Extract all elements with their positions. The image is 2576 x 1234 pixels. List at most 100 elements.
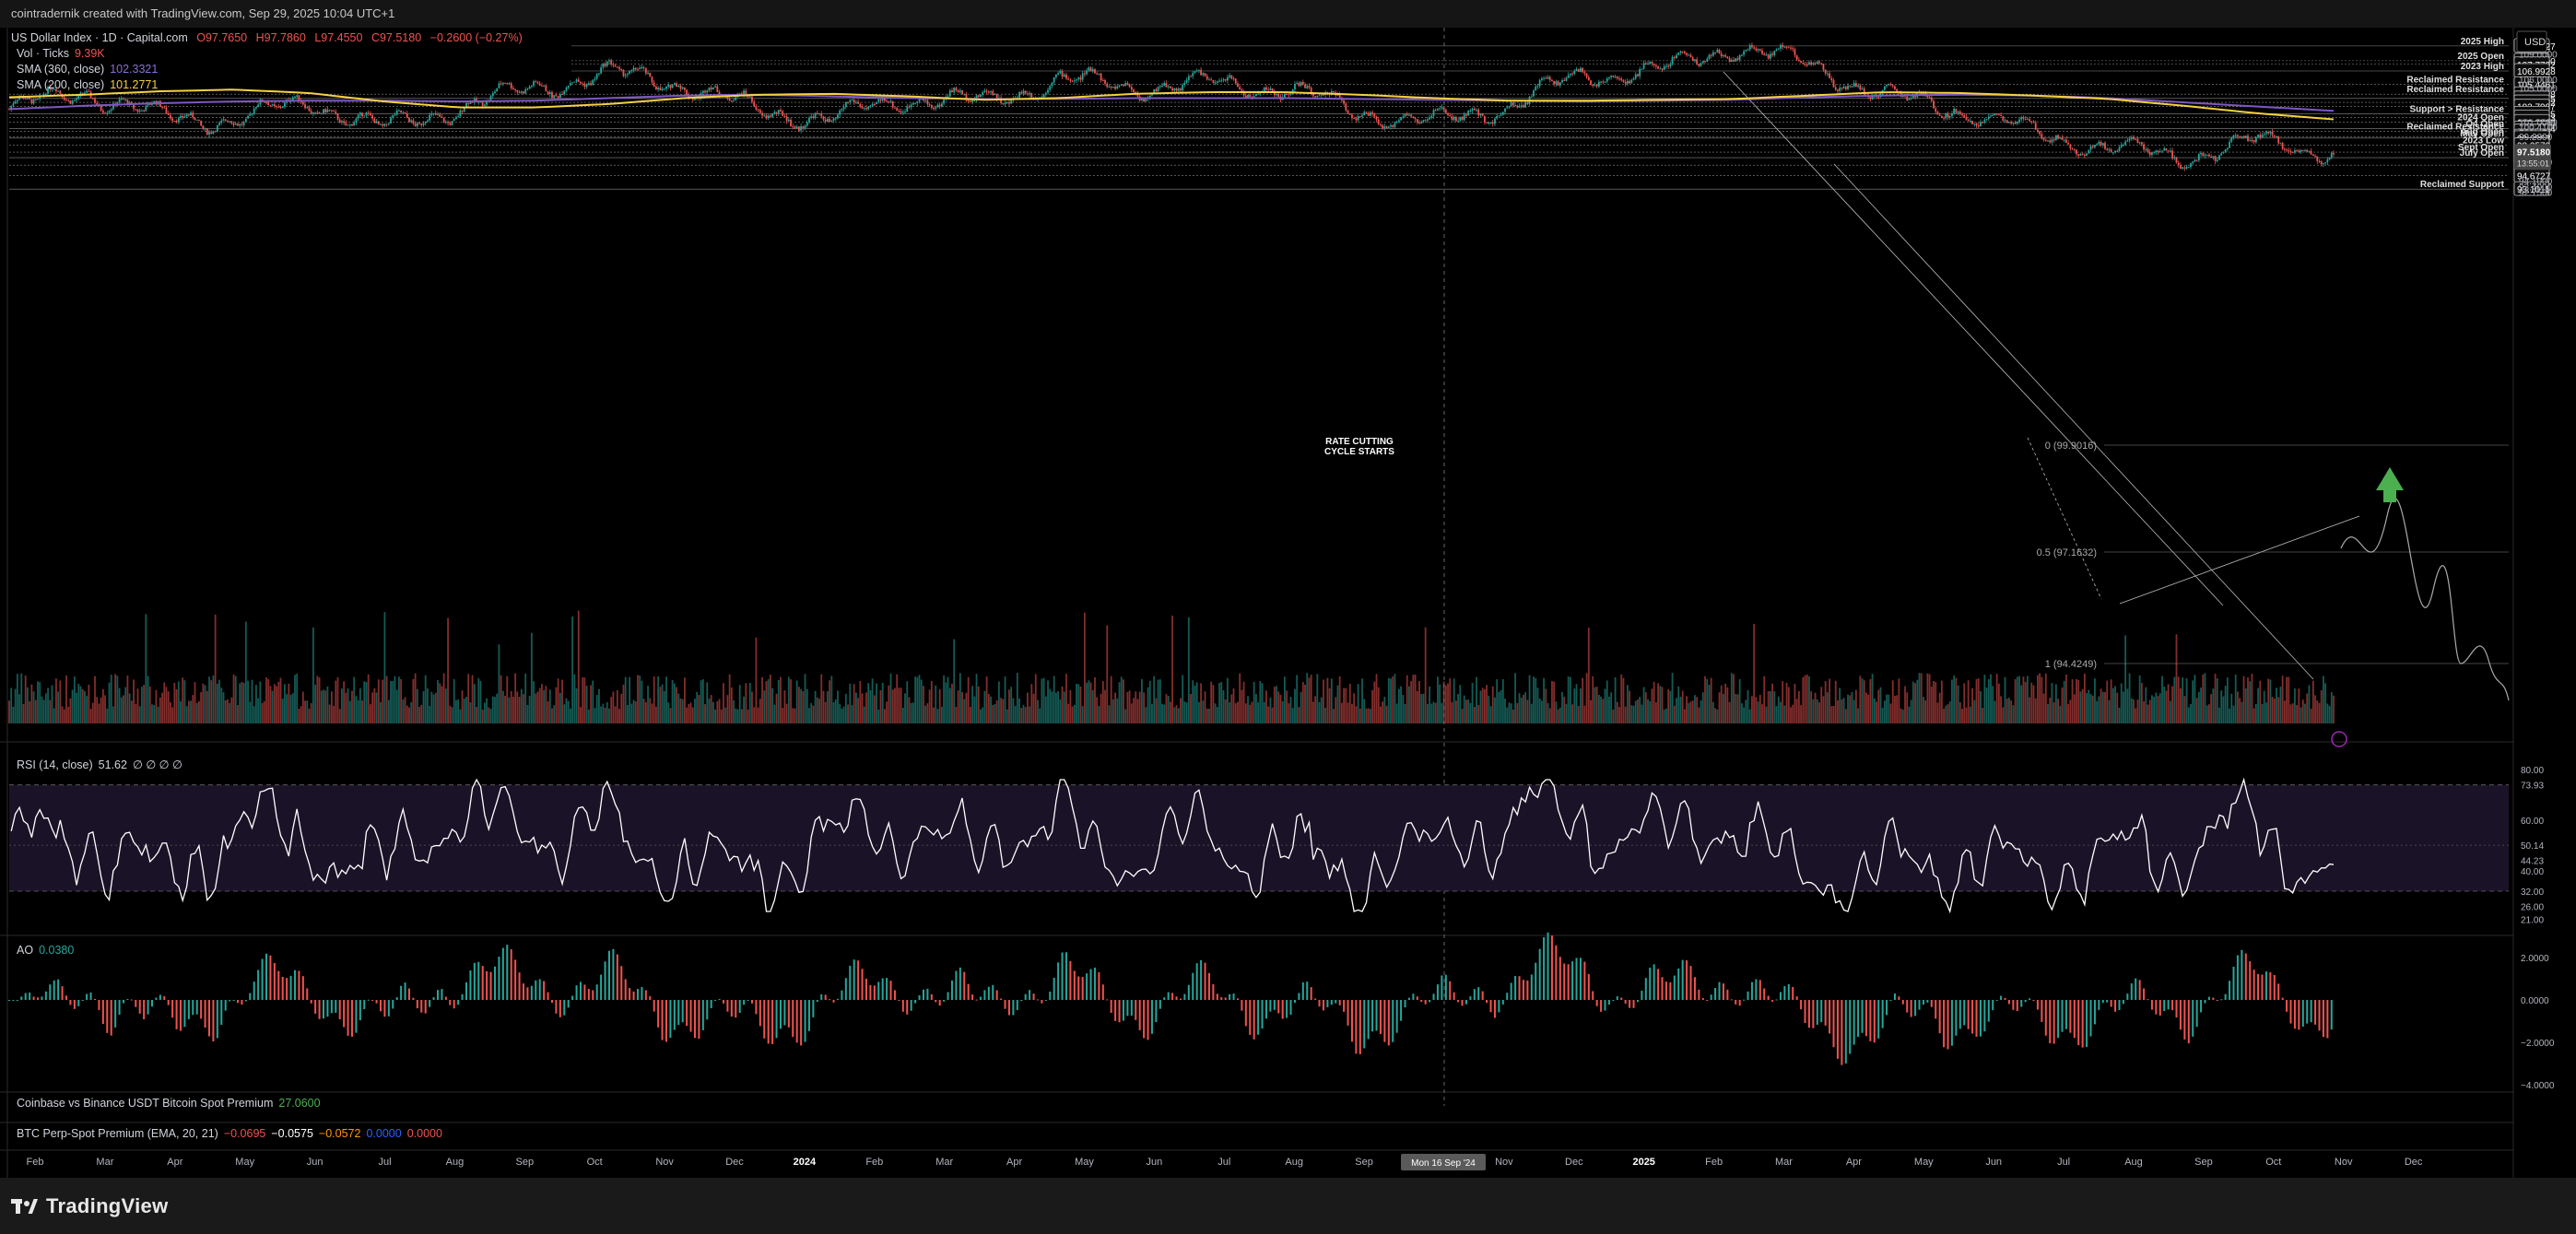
volume-legend[interactable]: Vol · Ticks 9.39K [17,47,105,60]
ao-value: 0.0380 [39,944,75,957]
ao-bar [865,979,867,1000]
volume-bar [1118,682,1121,723]
volume-bar [2049,697,2052,723]
volume-bar [1769,690,1771,723]
volume-bar [526,705,529,723]
ao-bar [2101,1000,2104,1004]
ao-bar [1800,1000,1803,1010]
rsi-legend[interactable]: RSI (14, close) 51.62 ∅ ∅ ∅ ∅ [17,758,182,771]
premium-legend[interactable]: Coinbase vs Binance USDT Bitcoin Spot Pr… [17,1097,321,1110]
sma360-legend[interactable]: SMA (360, close) 102.3321 [17,63,158,76]
volume-bar [520,688,523,723]
volume-bar [1506,707,1509,723]
ao-bar [771,1000,774,1044]
volume-bar [595,695,598,723]
volume-bar [720,709,723,723]
ao-bar [755,1000,758,1015]
candle-body [414,123,417,126]
candle-body [1726,56,1729,59]
candle-body [253,108,255,114]
level-label: 2024 Open [2457,112,2504,123]
volume-bar [373,688,376,723]
volume-bar [161,692,163,723]
candle-body [355,118,358,123]
volume-bar [918,675,921,723]
candle-body [2037,129,2039,132]
volume-bar [637,675,639,723]
volume-bar [1265,690,1267,723]
candle-body [1736,58,1739,60]
candle-body [1110,86,1112,88]
volume-bar [2205,705,2208,723]
candle-body [677,85,680,87]
candle-body [1802,63,1805,65]
chart-frame[interactable]: 2025 High109.93272025 Open108.2000107.77… [0,28,2576,1178]
ao-bar [575,985,578,1000]
candle-body [2259,135,2262,138]
ao-bar [795,1000,798,1043]
ao-bar [2138,980,2141,1000]
candle-body [1439,108,1441,110]
ao-bar [36,997,39,1000]
candle-body [175,121,178,123]
ao-legend[interactable]: AO 0.0380 [17,944,74,957]
volume-bar [459,709,462,723]
candle-body [314,112,317,113]
candle-body [1128,85,1131,88]
candle-body [535,81,537,83]
volume-bar [585,685,588,723]
candle-body [1442,107,1445,111]
candle-body [491,93,494,97]
candle-body [814,112,817,119]
price-axis-tick: 101.0000 [2519,118,2558,128]
chart-canvas[interactable]: 2025 High109.93272025 Open108.2000107.77… [0,28,2576,1178]
candle-body [716,86,719,92]
candle-body [1724,55,1727,57]
volume-bar [2138,675,2141,723]
volume-bar [561,679,563,723]
candle-body [2253,140,2255,143]
candle-body [1357,116,1359,121]
volume-bar [1802,676,1805,723]
price-axis-tag: 93.1011 [2513,181,2550,196]
volume-bar [1953,675,1956,723]
volume-bar [1958,701,1961,723]
candle-body [632,67,635,71]
ao-bar [1938,1000,1941,1034]
ao-bar [641,986,643,1000]
ao-bar [269,955,272,1000]
volume-bar [901,707,904,723]
volume-bar [2224,686,2227,723]
btc-premium-legend[interactable]: BTC Perp-Spot Premium (EMA, 20, 21) −0.06… [17,1127,442,1140]
candle-body [1451,116,1453,120]
price-legend[interactable]: US Dollar Index · 1D · Capital.com O97.7… [11,31,523,44]
candle-body [1069,79,1072,81]
volume-bar [533,681,535,723]
ao-bar [750,1000,753,1004]
volume-bar [234,676,237,723]
volume-bar [641,680,643,723]
candle-body [284,102,286,107]
rsi-axis-tick: 50.14 [2521,841,2544,852]
volume-bar [1310,675,1312,723]
sma200-legend[interactable]: SMA (200, close) 101.2771 [17,78,158,91]
volume-bar [1237,701,1239,723]
ao-bar [2318,1000,2321,1031]
candle-body [2138,142,2141,144]
ao-bar [1750,981,1753,1000]
tradingview-logo[interactable]: TradingView [11,1194,169,1218]
volume-bar [573,674,576,723]
ao-bar [1664,981,1667,1000]
candle-body [655,86,657,90]
candle-body [1145,98,1147,102]
candle-body [476,99,477,102]
ao-bar [2158,1000,2161,1016]
candle-body [1214,82,1217,84]
candle-body [1501,112,1504,115]
candle-body [1947,113,1949,118]
volume-bar [659,687,662,723]
volume-bar [18,694,20,723]
ao-bar [1792,986,1794,1000]
candle-body [410,120,413,123]
volume-bar [627,705,629,723]
